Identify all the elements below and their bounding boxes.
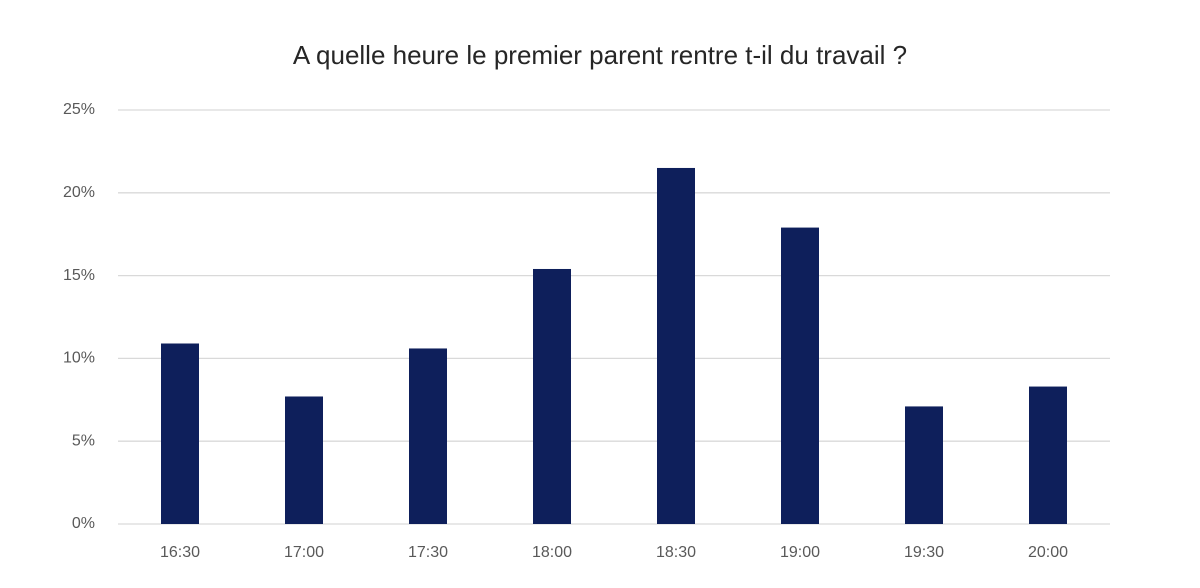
bar	[781, 227, 819, 525]
x-tick-label: 18:30	[656, 544, 696, 561]
bar	[657, 167, 695, 524]
bar	[409, 348, 447, 524]
bar	[905, 406, 943, 524]
x-tick-label: 16:30	[160, 544, 200, 561]
x-tick-label: 18:00	[532, 544, 572, 561]
bar	[533, 268, 571, 524]
y-tick-label: 0%	[72, 515, 95, 532]
x-tick-label: 19:00	[780, 544, 820, 561]
x-tick-label: 19:30	[904, 544, 944, 561]
x-tick-label: 17:00	[284, 544, 324, 561]
x-tick-label: 20:00	[1028, 544, 1068, 561]
y-tick-label: 15%	[63, 267, 95, 284]
bar	[285, 396, 323, 524]
bar	[1029, 386, 1067, 524]
y-tick-label: 10%	[63, 350, 95, 367]
bar	[161, 343, 199, 524]
x-tick-label: 17:30	[408, 544, 448, 561]
chart-title: A quelle heure le premier parent rentre …	[293, 40, 907, 70]
y-tick-label: 5%	[72, 432, 95, 449]
y-tick-label: 25%	[63, 101, 95, 118]
y-tick-label: 20%	[63, 184, 95, 201]
